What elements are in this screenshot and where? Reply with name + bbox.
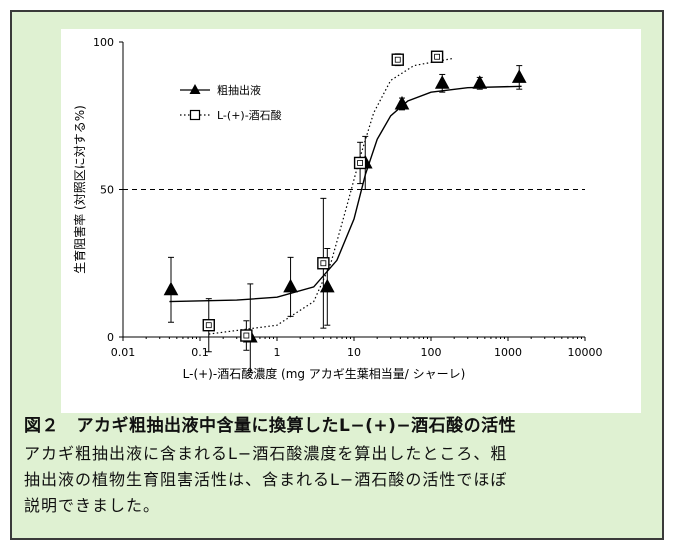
- crude-extract-point: [394, 95, 410, 110]
- x-tick-label: 100: [421, 346, 442, 359]
- crude-extract-point: [163, 281, 179, 296]
- tartaric-acid-point-inner: [357, 160, 363, 166]
- caption-line: アカギ粗抽出液に含まれるL−酒石酸濃度を算出したところ、粗: [24, 444, 508, 463]
- y-tick-label: 100: [93, 36, 114, 49]
- legend-label: 粗抽出液: [217, 83, 261, 97]
- caption-line: 抽出液の植物生育阻害活性は、含まれるL−酒石酸の活性でほぼ: [24, 470, 508, 489]
- tartaric-acid-point-inner: [394, 56, 401, 63]
- x-tick-label: 10: [347, 346, 361, 359]
- tartaric-acid-point-inner: [243, 332, 250, 339]
- x-axis-label: L-(+)-酒石酸濃度 (mg アカギ生葉相当量/ シャーレ): [183, 366, 466, 381]
- x-tick-label: 1000: [494, 346, 522, 359]
- tartaric-acid-point: [353, 156, 367, 170]
- figure-title: 図２ アカギ粗抽出液中含量に換算したL−(+)−酒石酸の活性: [24, 416, 517, 436]
- tartaric-acid-fit-curve: [208, 57, 455, 335]
- x-tick-label: 0.01: [111, 346, 136, 359]
- tartaric-acid-point: [240, 329, 253, 342]
- x-tick-label: 10000: [568, 346, 603, 359]
- crude-extract-point: [434, 75, 450, 89]
- crude-extract-point: [472, 75, 488, 89]
- tartaric-acid-point: [317, 257, 330, 270]
- figure-caption: アカギ粗抽出液に含まれるL−酒石酸濃度を算出したところ、粗 抽出液の植物生育阻害…: [24, 441, 634, 519]
- y-tick-label: 0: [107, 331, 114, 344]
- tartaric-acid-point: [202, 319, 215, 332]
- x-tick-label: 0.1: [191, 346, 209, 359]
- crude-extract-point: [511, 69, 527, 83]
- plot-panel: [61, 29, 641, 413]
- tartaric-acid-point-inner: [320, 260, 327, 267]
- legend-marker-tartaric-acid: [189, 109, 201, 121]
- x-tick-label: 1: [274, 346, 281, 359]
- y-tick-label: 50: [100, 184, 114, 197]
- figure-frame: [10, 10, 664, 540]
- tartaric-acid-point-inner: [205, 322, 212, 329]
- tartaric-acid-point: [391, 53, 404, 66]
- crude-extract-point: [319, 278, 335, 293]
- tartaric-acid-point: [430, 50, 444, 63]
- crude-extract-point: [283, 278, 298, 293]
- tartaric-acid-point-inner: [434, 53, 440, 60]
- y-axis-label: 生育阻害率 (対照区に対する%): [72, 105, 87, 274]
- caption-line: 説明できました。: [24, 496, 161, 515]
- legend-marker-crude-extract: [189, 84, 201, 94]
- legend-label: L-(+)-酒石酸: [217, 108, 282, 122]
